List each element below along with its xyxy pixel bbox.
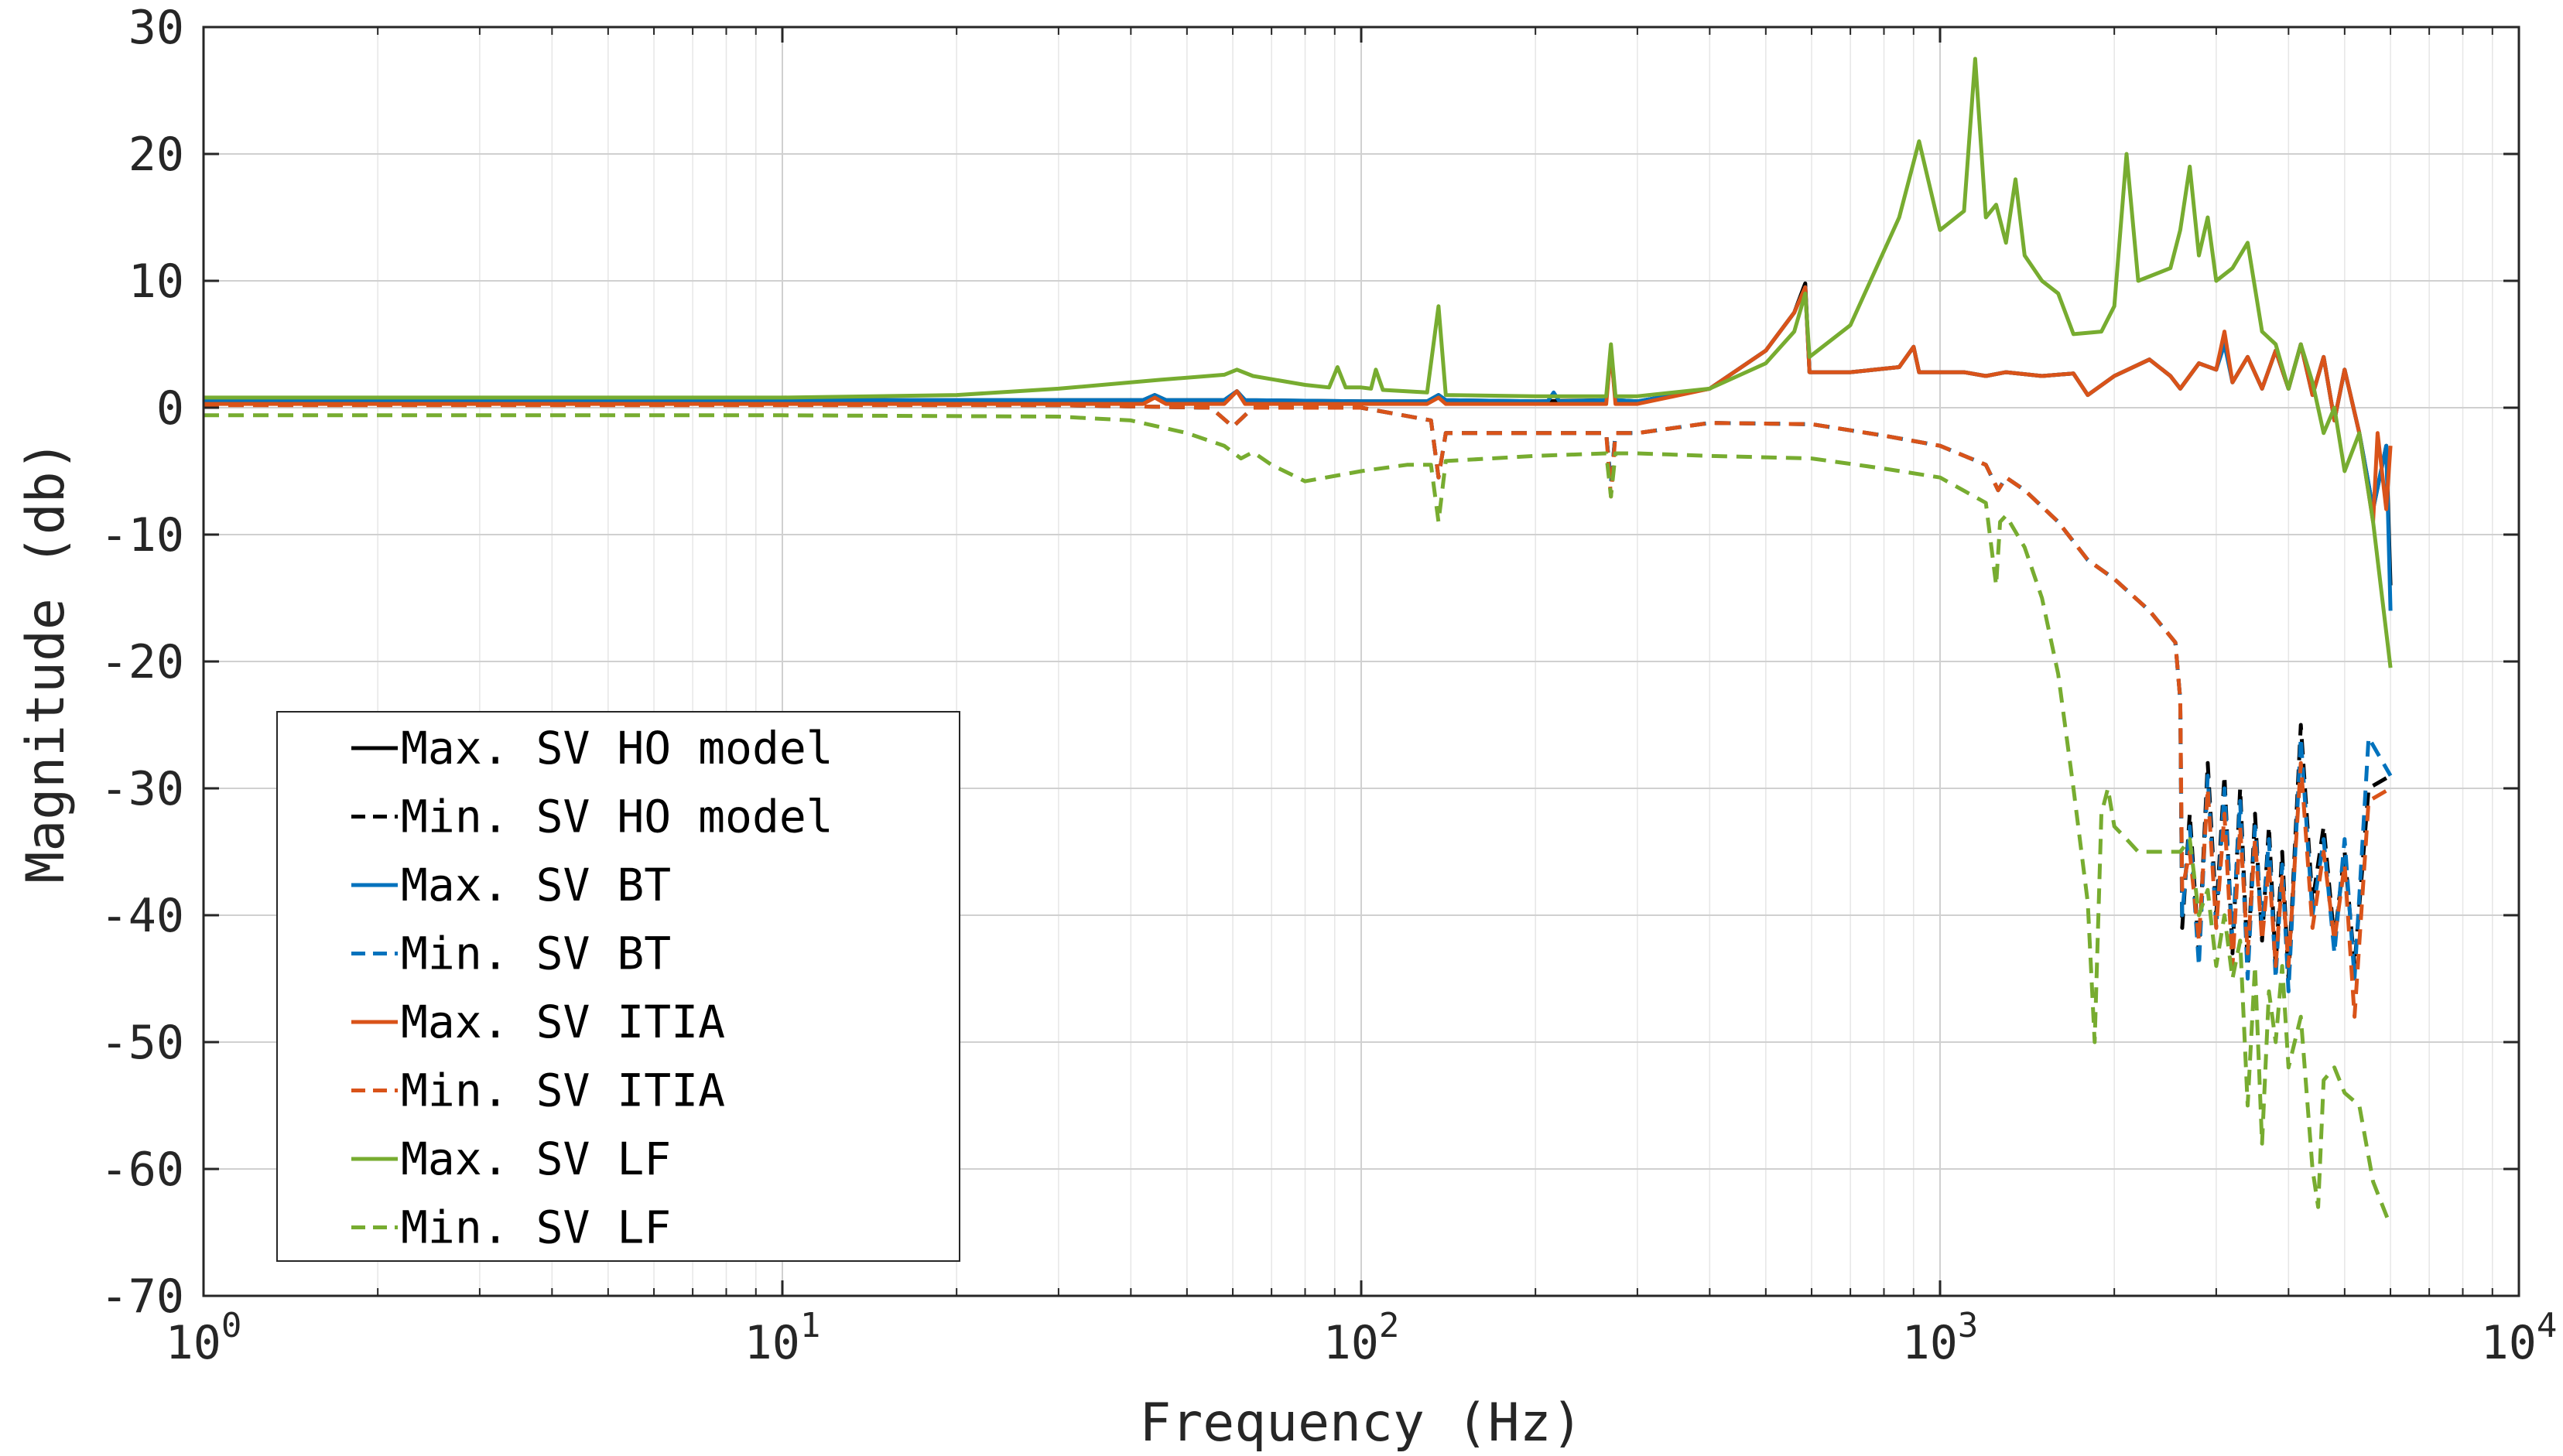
y-tick-label: 30 [128, 1, 184, 55]
legend-box [276, 711, 960, 1262]
x-tick-label: 103 [1902, 1306, 1979, 1370]
series-line [204, 403, 2392, 1019]
x-tick-label: 101 [744, 1306, 821, 1370]
y-tick-label: -70 [101, 1270, 184, 1324]
series-line [204, 56, 2393, 668]
series-line [204, 413, 2393, 1227]
x-tick-labels: 100 101 102 103 104 [166, 1306, 2558, 1370]
y-tick-label: -60 [101, 1143, 184, 1197]
legend-label: Min. SV HO model [401, 791, 833, 843]
y-tick-label: -10 [101, 508, 184, 562]
y-tick-label: -20 [101, 635, 184, 689]
x-tick-label-exponent: 2 [1379, 1306, 1400, 1345]
y-tick-label: 10 [128, 255, 184, 309]
x-tick-label: 104 [2481, 1306, 2558, 1370]
legend-label: Max. SV LF [401, 1133, 671, 1185]
series-layer [203, 56, 2393, 1227]
x-tick-label: 100 [166, 1306, 242, 1370]
x-tick-label-exponent: 4 [2537, 1306, 2558, 1345]
y-axis-label: Magnitude (db) [15, 439, 77, 883]
y-tick-label: -50 [101, 1016, 184, 1070]
x-tick-label-base: 10 [166, 1316, 221, 1370]
y-tick-label: -40 [101, 889, 184, 943]
legend-label: Max. SV BT [401, 859, 671, 911]
legend-label: Min. SV LF [401, 1201, 671, 1254]
legend-label: Max. SV HO model [401, 722, 833, 774]
x-tick-label-base: 10 [1323, 1316, 1379, 1370]
x-tick-label-base: 10 [2481, 1316, 2537, 1370]
x-tick-label-exponent: 1 [800, 1306, 821, 1345]
x-tick-label-exponent: 0 [221, 1306, 242, 1345]
legend-label: Min. SV BT [401, 928, 671, 980]
x-tick-label-base: 10 [1902, 1316, 1958, 1370]
legend-label: Max. SV ITIA [401, 996, 725, 1048]
y-tick-label: 20 [128, 128, 184, 182]
x-tick-label-exponent: 3 [1958, 1306, 1979, 1345]
x-tick-label-base: 10 [744, 1316, 800, 1370]
ticks [202, 26, 2520, 1297]
y-tick-label: 0 [156, 381, 184, 436]
legend: Max. SV HO model Min. SV HO model Max. SV … [276, 711, 960, 1262]
y-tick-label: -30 [101, 762, 184, 816]
y-tick-labels: 30 20 10 0 -10 -20 -30 -40 -50 -60 -70 [101, 1, 184, 1324]
legend-label: Min. SV ITIA [401, 1065, 725, 1117]
x-axis-label: Frequency (Hz) [1139, 1393, 1583, 1454]
x-tick-label: 102 [1323, 1306, 1400, 1370]
